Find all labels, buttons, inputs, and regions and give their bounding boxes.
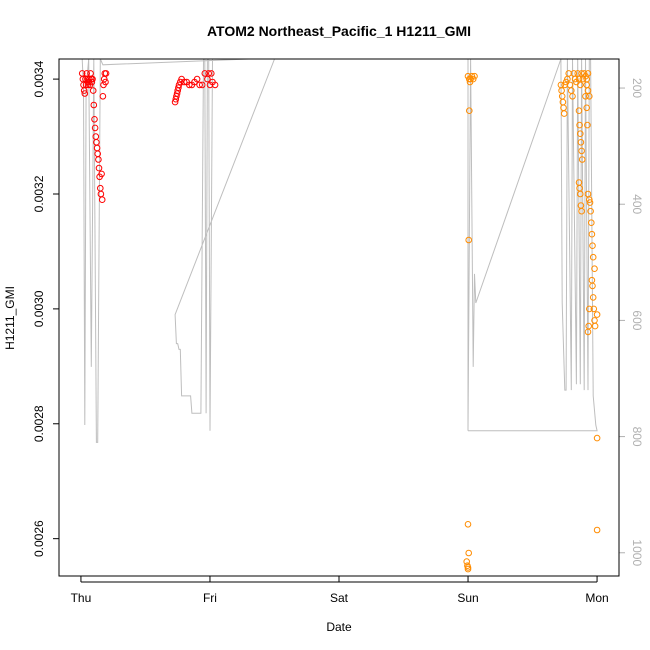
data-point-red	[95, 164, 103, 172]
y-tick-label: 0.0032	[32, 175, 46, 212]
data-point-red	[97, 184, 104, 192]
data-point-orange	[576, 121, 583, 129]
data-point-orange	[586, 196, 593, 203]
right-tick-label: 800	[630, 427, 644, 447]
right-tick-label: 600	[630, 310, 644, 330]
y-axis-title: H1211_GMI	[3, 286, 17, 350]
data-point-red	[193, 75, 201, 83]
data-point-orange	[584, 121, 591, 129]
data-point-red	[201, 70, 209, 77]
data-point-red	[90, 101, 98, 109]
data-point-orange	[577, 130, 584, 137]
x-tick-label: Sat	[330, 591, 349, 605]
points-layer	[78, 70, 601, 573]
data-point-orange	[464, 564, 472, 571]
data-point-red	[89, 87, 97, 94]
x-tick-label: Fri	[203, 591, 217, 605]
data-point-orange	[466, 78, 474, 86]
data-point-orange	[593, 434, 601, 442]
data-point-orange	[578, 147, 585, 155]
axes-layer: Thu Fri Sat Sun Mon 0.0026 0.0028 0.0030 0.0032 0…	[32, 60, 644, 605]
data-point-red	[93, 144, 101, 152]
x-tick-label: Thu	[71, 591, 92, 605]
data-point-orange	[558, 93, 566, 100]
data-point-orange	[591, 322, 599, 330]
data-point-orange	[465, 549, 473, 557]
data-point-orange	[588, 230, 596, 238]
data-point-orange	[585, 322, 593, 330]
data-point-orange	[578, 156, 586, 163]
data-point-red	[88, 78, 96, 86]
x-tick-label: Mon	[585, 591, 608, 605]
grey-line-layer	[81, 58, 598, 443]
data-point-orange	[590, 305, 598, 313]
series-line-grey	[81, 58, 598, 443]
right-tick-label: 1000	[630, 539, 644, 566]
data-point-red	[95, 156, 102, 163]
data-point-orange	[586, 93, 593, 100]
data-point-orange	[465, 236, 473, 244]
data-point-orange	[560, 110, 568, 117]
y-tick-label: 0.0030	[32, 290, 46, 327]
data-point-orange	[582, 93, 589, 100]
data-point-orange	[569, 93, 576, 100]
chart-title: ATOM2 Northeast_Pacific_1 H1211_GMI	[207, 23, 471, 39]
data-point-orange	[589, 253, 597, 261]
data-point-orange	[471, 72, 478, 80]
x-tick-label: Sun	[457, 591, 478, 605]
x-axis-title: Date	[326, 620, 352, 634]
data-point-red	[99, 93, 107, 100]
data-point-orange	[464, 521, 472, 528]
data-point-orange	[586, 305, 593, 313]
data-point-orange	[584, 70, 592, 77]
data-point-red	[98, 196, 106, 203]
data-point-red	[208, 70, 215, 77]
data-point-red	[211, 81, 219, 89]
data-point-orange	[593, 311, 601, 318]
data-point-orange	[575, 107, 583, 114]
data-point-orange	[577, 190, 584, 198]
data-point-orange	[591, 265, 598, 273]
data-point-red	[186, 81, 193, 89]
data-point-red	[102, 78, 109, 86]
data-point-red	[196, 81, 203, 89]
data-point-orange	[587, 207, 594, 215]
plot-frame	[58, 58, 620, 577]
data-point-red	[102, 70, 110, 77]
data-point-orange	[589, 294, 597, 301]
data-point-red	[98, 170, 105, 178]
data-point-orange	[589, 282, 596, 290]
y-tick-label: 0.0028	[32, 405, 46, 442]
y-tick-label: 0.0034	[32, 60, 46, 97]
data-point-orange	[565, 70, 573, 77]
data-point-red	[180, 78, 188, 86]
data-point-red	[205, 70, 212, 77]
data-point-red	[91, 116, 98, 123]
data-point-orange	[593, 526, 601, 534]
data-point-orange	[583, 104, 591, 112]
data-point-orange	[589, 242, 596, 249]
data-point-orange	[578, 207, 585, 215]
data-point-orange	[466, 107, 473, 114]
data-point-orange	[558, 87, 565, 94]
data-point-red	[198, 81, 206, 89]
data-point-red	[91, 124, 99, 132]
data-point-orange	[577, 81, 584, 89]
y-tick-label: 0.0026	[32, 520, 46, 557]
data-point-red	[89, 75, 96, 83]
data-point-red	[175, 84, 182, 91]
data-point-orange	[583, 81, 591, 89]
data-point-orange	[586, 199, 594, 206]
right-tick-label: 200	[630, 78, 644, 98]
data-point-orange	[577, 139, 585, 146]
data-point-red	[80, 87, 88, 94]
data-point-orange	[588, 219, 595, 226]
data-point-red	[81, 90, 89, 97]
right-tick-label: 400	[630, 194, 644, 214]
